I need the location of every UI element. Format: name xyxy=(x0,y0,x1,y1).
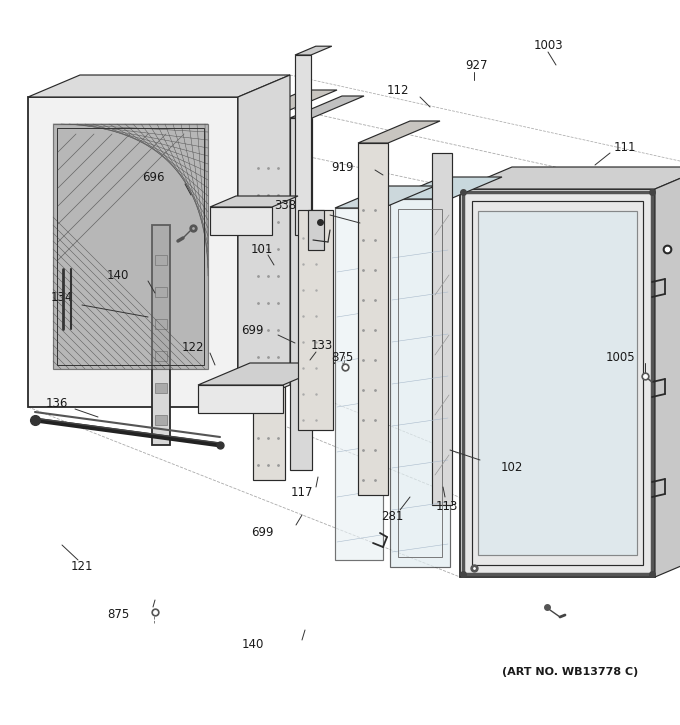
Text: 101: 101 xyxy=(251,242,273,255)
Polygon shape xyxy=(290,96,364,118)
Polygon shape xyxy=(155,415,167,425)
Text: 1003: 1003 xyxy=(533,38,563,51)
Polygon shape xyxy=(155,351,167,361)
Text: 696: 696 xyxy=(141,170,165,183)
Text: 140: 140 xyxy=(107,268,129,281)
Polygon shape xyxy=(460,167,680,189)
Polygon shape xyxy=(295,46,332,55)
Text: 134: 134 xyxy=(51,291,73,304)
Polygon shape xyxy=(290,118,312,470)
Text: 140: 140 xyxy=(242,639,265,652)
Polygon shape xyxy=(210,207,272,235)
Polygon shape xyxy=(210,196,298,207)
Polygon shape xyxy=(308,210,324,250)
Text: 136: 136 xyxy=(46,397,68,410)
Text: (ART NO. WB13778 C): (ART NO. WB13778 C) xyxy=(502,667,638,677)
Text: 699: 699 xyxy=(241,323,263,336)
Text: 133: 133 xyxy=(311,339,333,352)
Polygon shape xyxy=(238,75,290,407)
Polygon shape xyxy=(253,112,285,480)
Text: 281: 281 xyxy=(381,510,403,523)
Polygon shape xyxy=(655,167,680,577)
Polygon shape xyxy=(53,124,208,369)
Polygon shape xyxy=(152,225,170,445)
Polygon shape xyxy=(478,211,637,555)
Polygon shape xyxy=(253,90,337,112)
Polygon shape xyxy=(28,97,238,407)
Text: 102: 102 xyxy=(500,460,523,473)
Polygon shape xyxy=(155,255,167,265)
Text: 1005: 1005 xyxy=(605,350,635,363)
Text: 121: 121 xyxy=(71,560,93,573)
Text: 875: 875 xyxy=(107,608,129,621)
Polygon shape xyxy=(198,385,283,413)
Text: 111: 111 xyxy=(614,141,636,154)
Polygon shape xyxy=(155,319,167,329)
Polygon shape xyxy=(358,143,388,495)
Polygon shape xyxy=(390,199,450,567)
Polygon shape xyxy=(432,153,452,505)
Polygon shape xyxy=(335,186,435,208)
Polygon shape xyxy=(155,287,167,297)
Text: 122: 122 xyxy=(182,341,204,354)
Text: 919: 919 xyxy=(332,160,354,173)
Polygon shape xyxy=(460,189,655,577)
Text: 113: 113 xyxy=(436,500,458,513)
Text: 699: 699 xyxy=(251,526,273,539)
Text: 112: 112 xyxy=(387,83,409,96)
Text: 338: 338 xyxy=(274,199,296,212)
Polygon shape xyxy=(295,55,311,235)
Polygon shape xyxy=(298,210,333,430)
Text: 875: 875 xyxy=(331,350,353,363)
Text: 117: 117 xyxy=(291,486,313,500)
Polygon shape xyxy=(390,177,502,199)
Polygon shape xyxy=(28,75,290,97)
Polygon shape xyxy=(198,363,335,385)
Polygon shape xyxy=(335,208,383,560)
Polygon shape xyxy=(155,383,167,393)
Polygon shape xyxy=(358,121,440,143)
Text: 927: 927 xyxy=(464,59,488,72)
